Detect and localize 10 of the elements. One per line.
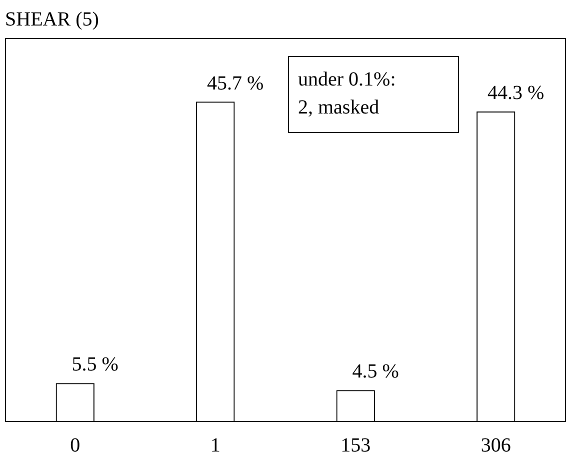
data-label: 45.7 % <box>207 72 264 94</box>
x-tick-label: 0 <box>70 434 80 456</box>
chart-title: SHEAR (5) <box>5 8 99 30</box>
x-tick-label: 1 <box>210 434 220 456</box>
data-label: 44.3 % <box>488 82 544 104</box>
x-tick-label: 306 <box>480 434 511 456</box>
annotation: under 0.1%: 2, masked <box>298 68 396 118</box>
data-label: 5.5 % <box>72 354 118 376</box>
x-tick-label: 153 <box>340 434 371 456</box>
data-label: 4.5 % <box>352 360 399 383</box>
